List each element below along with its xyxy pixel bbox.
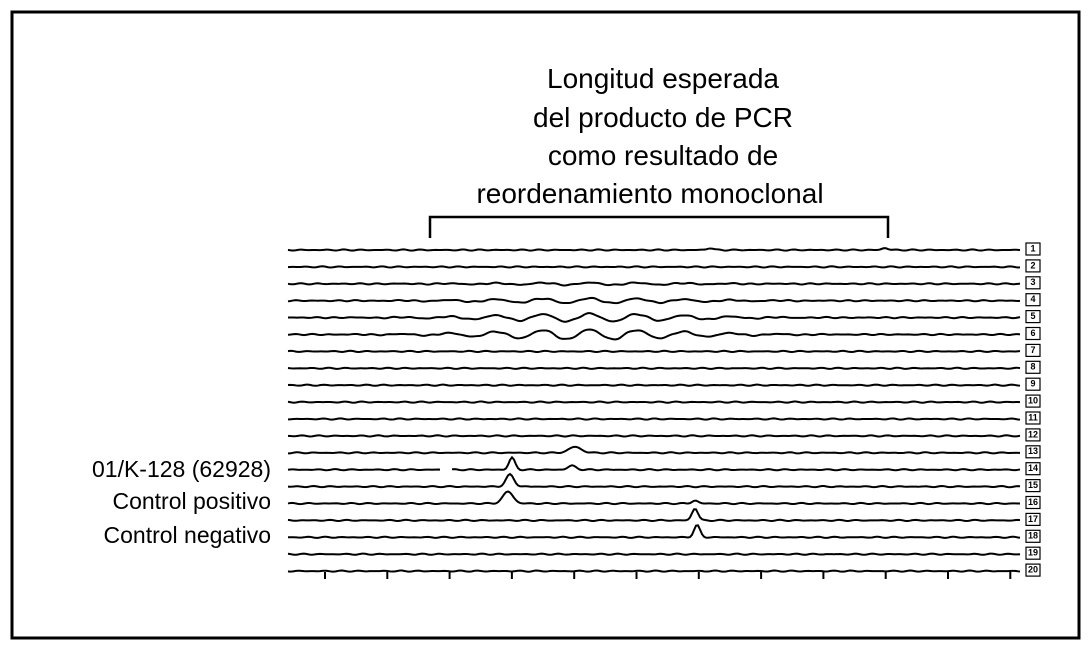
lane-number: 13 (1028, 446, 1038, 456)
lane-box (1025, 276, 1041, 290)
trace (287, 349, 1021, 354)
trace (287, 400, 1021, 404)
lane-number: 19 (1028, 548, 1038, 558)
header-line: del producto de PCR (533, 102, 793, 133)
lane-box (1025, 512, 1041, 527)
lane-number: 2 (1030, 260, 1035, 270)
lane-number: 14 (1028, 463, 1038, 473)
lane-box (1025, 411, 1041, 425)
lane-box (1025, 377, 1041, 391)
trace (287, 434, 1021, 438)
lane-box (1025, 310, 1041, 324)
trace (287, 247, 1021, 252)
header-line: como resultado de (548, 140, 778, 171)
bracket (428, 215, 890, 238)
lane-number: 9 (1030, 379, 1035, 389)
lane-number: 5 (1030, 311, 1035, 321)
sample-label: Control positivo (112, 488, 271, 514)
lane-number: 15 (1028, 480, 1038, 490)
lane-box (1025, 259, 1041, 273)
lane-number: 12 (1028, 429, 1038, 439)
lane-box (1025, 445, 1041, 459)
lane-box (1025, 242, 1041, 256)
trace (287, 524, 1021, 539)
lane-number: 20 (1028, 564, 1038, 574)
trace (287, 296, 1021, 305)
lane-box (1025, 479, 1041, 493)
trace (288, 417, 1021, 421)
lane-number: 4 (1030, 294, 1035, 304)
trace (287, 312, 1021, 323)
trace (287, 472, 1021, 489)
header-line: Longitud esperada (547, 63, 779, 94)
trace (287, 455, 1021, 472)
lane-number: 16 (1028, 497, 1038, 507)
trace (287, 569, 1021, 573)
trace (287, 366, 1021, 370)
lane-number: 7 (1030, 345, 1035, 355)
lane-box (1025, 360, 1041, 374)
lane-box (1025, 293, 1041, 307)
lane-number: 1 (1030, 243, 1035, 253)
header-line: reordenamiento monoclonal (476, 178, 823, 209)
lane-box (1025, 495, 1041, 510)
lane-number: 3 (1030, 277, 1035, 287)
trace (287, 552, 1021, 556)
trace (287, 281, 1021, 287)
axis (324, 572, 1012, 579)
lane-box (1025, 394, 1041, 408)
lane-box (1025, 462, 1041, 476)
lane-number: 18 (1028, 531, 1038, 541)
trace (287, 490, 1021, 506)
lane-box (1025, 546, 1041, 560)
lane-box (1025, 428, 1041, 442)
lane-box (1025, 343, 1041, 357)
lane-number: 6 (1030, 328, 1035, 338)
lane-number: 17 (1028, 514, 1038, 524)
sample-label: Control negativo (104, 522, 272, 548)
trace (287, 445, 1021, 455)
frame (10, 10, 1081, 640)
trace (287, 328, 1021, 341)
lane-box (1025, 529, 1041, 543)
lane-box (1025, 563, 1041, 577)
trace (287, 508, 1021, 522)
trace (287, 383, 1021, 387)
sample-label: 01/K-128 (62928) (92, 456, 271, 482)
lane-number: 8 (1030, 362, 1035, 372)
lane-number: 11 (1028, 412, 1038, 422)
lane-number: 10 (1028, 395, 1038, 405)
trace (287, 265, 1021, 269)
lane-box (1025, 326, 1041, 341)
